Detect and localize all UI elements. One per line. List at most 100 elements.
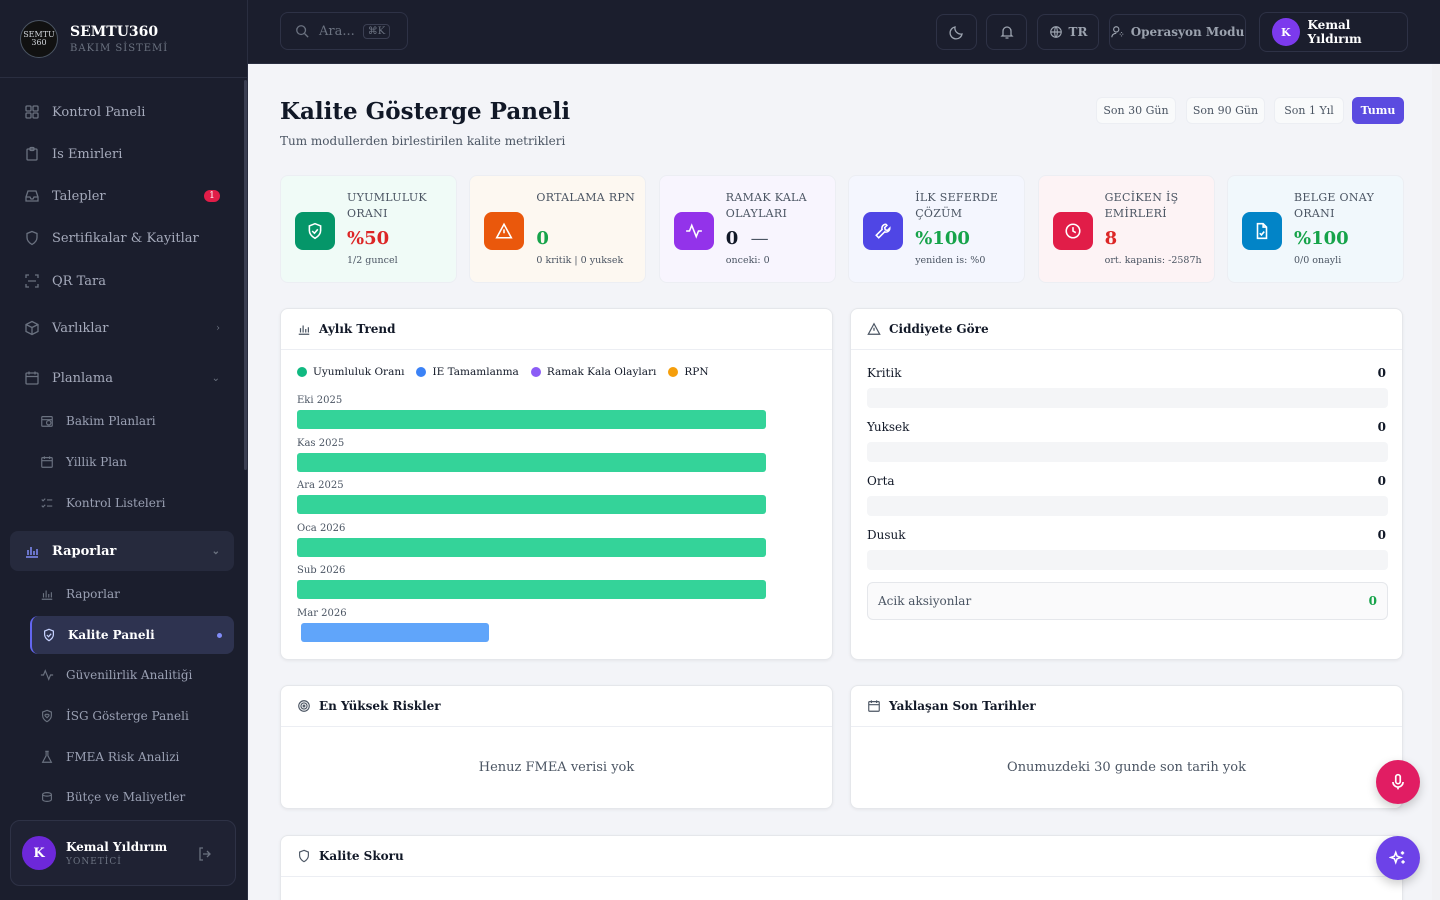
- legend-item[interactable]: Ramak Kala Olayları: [530, 366, 657, 378]
- kpi-label: RAMAK KALA OLAYLARI: [725, 191, 807, 220]
- operation-mode-button[interactable]: Operasyon Modu: [1109, 14, 1246, 50]
- kpi-card[interactable]: ORTALAMA RPN 0 0 kritik | 0 yuksek: [469, 175, 647, 283]
- sidebar-item-is-emirleri[interactable]: Is Emirleri: [10, 134, 234, 174]
- sidebar-item-label: Kalite Paneli: [68, 628, 155, 642]
- ai-assistant-button[interactable]: [1376, 836, 1420, 880]
- calendar-clock-icon: [41, 416, 53, 427]
- shield-heart-icon: [42, 709, 52, 723]
- sidebar-item-talepler[interactable]: Talepler 1: [10, 176, 234, 216]
- kpi-card[interactable]: RAMAK KALA OLAYLARI 0 — onceki: 0: [658, 175, 836, 283]
- kpi-card[interactable]: UYUMLULUK ORANI %50 1/2 guncel: [280, 175, 457, 283]
- kpi-label: GECİKEN İŞ EMİRLERİ: [1104, 191, 1179, 220]
- period-1-year-button[interactable]: Son 1 Yıl: [1274, 97, 1344, 124]
- tick-label: Mar 2026: [297, 608, 347, 619]
- sidebar-item-kontrol-paneli[interactable]: Kontrol Paneli: [10, 92, 234, 132]
- sidebar-item-sertifikalar[interactable]: Sertifikalar & Kayitlar: [10, 218, 234, 258]
- bar-chart-icon: [41, 590, 53, 600]
- theme-toggle-button[interactable]: [936, 14, 977, 50]
- profile-menu-button[interactable]: K Kemal Yıldırım: [1259, 12, 1408, 52]
- search-icon: [296, 25, 309, 38]
- period-30-days-button[interactable]: Son 30 Gün: [1096, 97, 1176, 124]
- kpi-card[interactable]: GECİKEN İŞ EMİRLERİ 8 ort. kapanis: -2587h: [1037, 175, 1215, 283]
- bar[interactable]: [297, 410, 766, 429]
- empty-state-text: Henuz FMEA verisi yok: [478, 760, 635, 775]
- bar[interactable]: [297, 495, 766, 515]
- box-icon: [25, 320, 39, 336]
- bar[interactable]: [301, 623, 489, 642]
- severity-label-dusuk: Dusuk: [867, 528, 906, 542]
- sidebar-item-bakim-planlari[interactable]: Bakim Planlari: [30, 402, 234, 440]
- avatar: K: [22, 836, 56, 870]
- legend-label: IE Tamamlanma: [432, 366, 519, 378]
- card-header: Yaklaşan Son Tarihler: [851, 686, 1402, 727]
- sidebar-item-label: İSG Gösterge Paneli: [66, 709, 189, 723]
- voice-assistant-button[interactable]: [1376, 760, 1420, 804]
- period-all-button[interactable]: Tumu: [1352, 97, 1404, 124]
- legend-label: Ramak Kala Olayları: [546, 366, 657, 378]
- bar[interactable]: [297, 580, 766, 600]
- calendar-icon: [41, 456, 53, 468]
- search-input[interactable]: Ara... ⌘K: [280, 12, 408, 50]
- inbox-icon: [25, 190, 39, 202]
- kpi-label: İLK SEFERDE ÇÖZÜM: [915, 191, 999, 220]
- card-title: Kalite Skoru: [319, 849, 404, 863]
- legend-item[interactable]: RPN: [668, 366, 709, 378]
- chevron-down-icon: ⌄: [211, 545, 220, 557]
- sidebar-item-butce[interactable]: Bütçe ve Maliyetler: [30, 778, 234, 816]
- card-title: Ciddiyete Göre: [889, 322, 989, 336]
- shield-check-icon: [295, 212, 335, 250]
- open-actions-value: 0: [1368, 594, 1377, 608]
- sidebar-item-label: Is Emirleri: [52, 146, 123, 162]
- severity-value-orta: 0: [1377, 474, 1386, 488]
- sidebar-item-kontrol-listeleri[interactable]: Kontrol Listeleri: [30, 484, 234, 522]
- kpi-value: 0 —: [726, 228, 769, 249]
- sidebar-item-qr-tara[interactable]: QR Tara: [10, 261, 234, 301]
- card-header: En Yüksek Riskler: [281, 686, 832, 727]
- legend-swatch: [668, 367, 679, 377]
- sidebar-item-isg[interactable]: İSG Gösterge Paneli: [30, 697, 234, 735]
- sidebar-item-kalite-paneli[interactable]: Kalite Paneli: [30, 616, 234, 654]
- language-button[interactable]: TR: [1037, 14, 1099, 50]
- sidebar-item-raporlar[interactable]: Raporlar ⌄: [10, 531, 234, 571]
- period-90-days-button[interactable]: Son 90 Gün: [1186, 97, 1265, 124]
- legend-item[interactable]: IE Tamamlanma: [416, 366, 519, 378]
- sidebar-user-card[interactable]: K Kemal Yıldırım YONETİCİ: [10, 820, 236, 886]
- sidebar-item-label: Güvenilirlik Analitiği: [66, 668, 193, 682]
- notifications-button[interactable]: [986, 14, 1027, 50]
- search-placeholder: Ara...: [319, 23, 355, 39]
- legend-label: RPN: [684, 366, 709, 378]
- severity-value-dusuk: 0: [1377, 528, 1386, 542]
- tick-label: Sub 2026: [297, 565, 346, 577]
- card-title: En Yüksek Riskler: [319, 699, 441, 713]
- brand: SEMTU 360 SEMTU360 BAKIM SİSTEMİ: [0, 0, 247, 78]
- severity-bar-kritik: [867, 388, 1388, 408]
- legend-label: Uyumluluk Oranı: [313, 366, 405, 378]
- wrench-icon: [863, 212, 904, 250]
- legend-item[interactable]: Uyumluluk Oranı: [297, 366, 404, 378]
- main-scrollbar[interactable]: [1432, 64, 1440, 900]
- sidebar-scrollbar[interactable]: [244, 80, 247, 470]
- sidebar-item-yillik-plan[interactable]: Yillik Plan: [30, 443, 234, 481]
- sidebar-item-planlama[interactable]: Planlama ⌄: [10, 358, 234, 398]
- kpi-card[interactable]: BELGE ONAY ORANI %100 0/0 onayli: [1227, 175, 1404, 283]
- shield-check-icon: [44, 628, 54, 642]
- brand-logo[interactable]: SEMTU 360: [20, 19, 58, 58]
- severity-bar-yuksek: [867, 442, 1388, 462]
- sidebar-item-raporlar-sub[interactable]: Raporlar: [30, 575, 234, 613]
- severity-label-orta: Orta: [867, 474, 895, 488]
- logout-icon[interactable]: [197, 846, 213, 862]
- bar[interactable]: [297, 452, 766, 472]
- kpi-trend: —: [750, 228, 769, 249]
- sidebar-item-label: Varlıklar: [52, 320, 109, 336]
- sidebar-item-varliklar[interactable]: Varlıklar ›: [10, 308, 234, 348]
- sidebar-item-fmea[interactable]: FMEA Risk Analizi: [30, 738, 234, 776]
- open-actions-box[interactable]: Acik aksiyonlar 0: [867, 582, 1388, 620]
- brand-subtitle: BAKIM SİSTEMİ: [70, 42, 169, 54]
- kpi-subtext: 1/2 guncel: [347, 255, 398, 266]
- sidebar-item-label: Raporlar: [52, 543, 117, 559]
- bar[interactable]: [297, 537, 766, 557]
- kpi-card[interactable]: İLK SEFERDE ÇÖZÜM %100 yeniden is: %0: [848, 175, 1026, 283]
- sidebar-item-label: Raporlar: [66, 587, 120, 601]
- kpi-value-text: 0: [536, 228, 549, 249]
- sidebar-item-guvenilirlik[interactable]: Güvenilirlik Analitiği: [30, 656, 234, 694]
